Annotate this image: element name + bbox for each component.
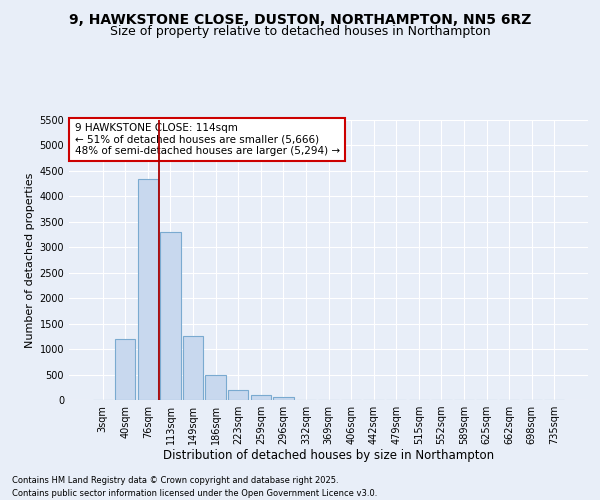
Bar	[273, 397, 293, 400]
Text: Contains public sector information licensed under the Open Government Licence v3: Contains public sector information licen…	[12, 488, 377, 498]
Bar	[115, 339, 136, 400]
Text: 9, HAWKSTONE CLOSE, DUSTON, NORTHAMPTON, NN5 6RZ: 9, HAWKSTONE CLOSE, DUSTON, NORTHAMPTON,…	[69, 12, 531, 26]
Text: 9 HAWKSTONE CLOSE: 114sqm
← 51% of detached houses are smaller (5,666)
48% of se: 9 HAWKSTONE CLOSE: 114sqm ← 51% of detac…	[74, 123, 340, 156]
Bar	[205, 374, 226, 400]
Bar	[183, 336, 203, 400]
X-axis label: Distribution of detached houses by size in Northampton: Distribution of detached houses by size …	[163, 448, 494, 462]
Text: Size of property relative to detached houses in Northampton: Size of property relative to detached ho…	[110, 25, 490, 38]
Y-axis label: Number of detached properties: Number of detached properties	[25, 172, 35, 348]
Bar	[138, 178, 158, 400]
Bar	[228, 390, 248, 400]
Bar	[251, 395, 271, 400]
Text: Contains HM Land Registry data © Crown copyright and database right 2025.: Contains HM Land Registry data © Crown c…	[12, 476, 338, 485]
Bar	[160, 232, 181, 400]
